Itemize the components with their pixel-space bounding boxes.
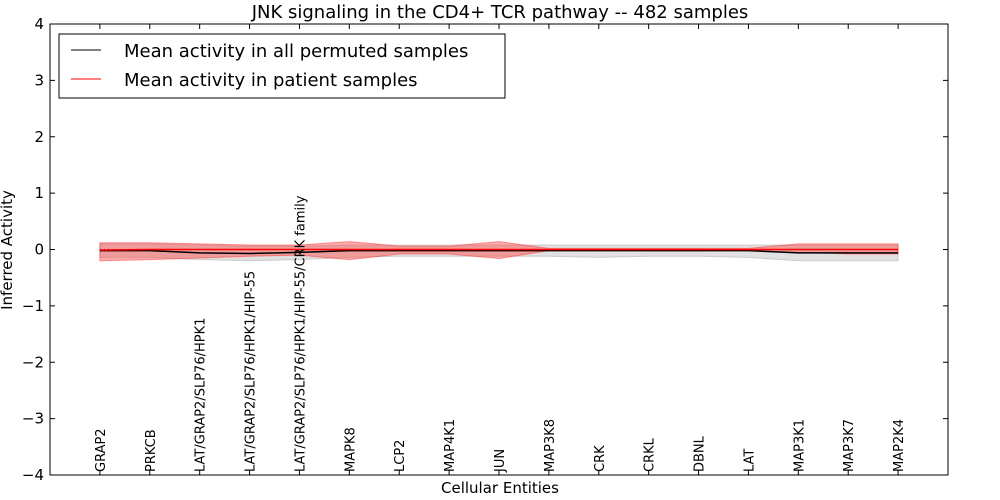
x-tick-label: CRK — [593, 445, 608, 472]
x-tick-label: MAP4K1 — [443, 419, 458, 472]
legend-box — [58, 33, 506, 99]
y-tick-label: −1 — [22, 297, 44, 315]
y-tick-label: −2 — [22, 353, 44, 371]
x-tick-label: CRKL — [643, 437, 658, 472]
y-tick-label: 1 — [34, 184, 44, 202]
series-line-0 — [99, 249, 899, 255]
y-tick-label: −4 — [22, 466, 44, 484]
legend-label-patient: Mean activity in patient samples — [124, 70, 418, 91]
x-tick-label: PRKCB — [144, 429, 159, 472]
x-tick-label: MAP3K7 — [842, 419, 857, 472]
y-tick-label: 4 — [34, 15, 44, 33]
x-tick-label: LCP2 — [393, 440, 408, 472]
x-tick-label: LAT/GRAP2/SLP76/HPK1/HIP-55/CRK family — [293, 195, 308, 472]
x-tick-label: MAPK8 — [343, 427, 358, 472]
legend-label-permuted: Mean activity in all permuted samples — [124, 41, 468, 62]
y-tick-label: −3 — [22, 410, 44, 428]
y-tick-label: 0 — [34, 241, 44, 259]
x-tick-label: MAP3K8 — [543, 419, 558, 472]
x-tick-label: LAT/GRAP2/SLP76/HPK1/HIP-55 — [244, 271, 259, 472]
x-tick-label: JUN — [493, 449, 508, 473]
legend: Mean activity in all permuted samples Me… — [58, 33, 506, 99]
x-tick-label: LAT/GRAP2/SLP76/HPK1 — [194, 318, 209, 472]
y-tick-label: 3 — [34, 71, 44, 89]
y-tick-label: 2 — [34, 128, 44, 146]
y-axis-label: Inferred Activity — [0, 190, 16, 310]
x-tick-label: MAP3K1 — [792, 419, 807, 472]
x-tick-label: MAP2K4 — [892, 419, 907, 472]
x-tick-label: DBNL — [693, 435, 708, 472]
series-line-1 — [99, 248, 899, 251]
chart-title: JNK signaling in the CD4+ TCR pathway --… — [251, 2, 749, 23]
x-tick-label: LAT — [742, 449, 757, 472]
x-tick-label: GRAP2 — [94, 428, 109, 472]
x-axis-label: Cellular Entities — [441, 479, 559, 497]
